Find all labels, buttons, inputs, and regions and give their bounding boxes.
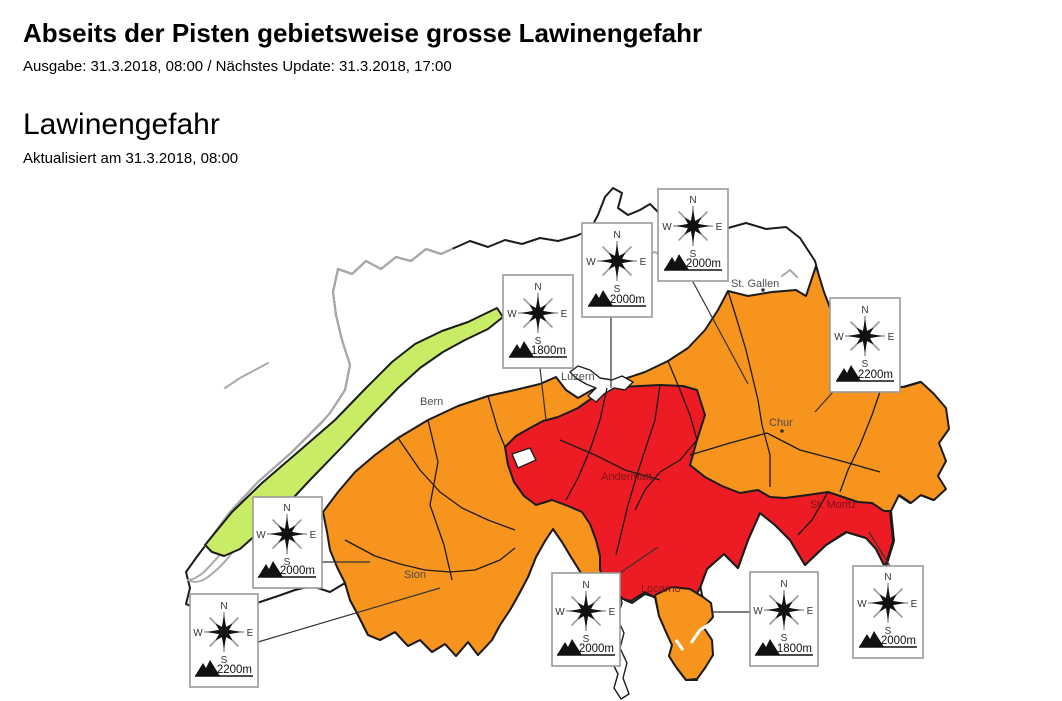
city-dot-chur: [780, 429, 784, 433]
svg-text:W: W: [753, 606, 763, 617]
page-title: Abseits der Pisten gebietsweise grosse L…: [23, 18, 703, 48]
altitude-label: 1800m: [777, 643, 812, 655]
station-box-3: N S W E 2200m: [829, 297, 901, 393]
rhine-line: [781, 269, 798, 278]
svg-text:N: N: [861, 305, 868, 316]
danger-region-south-ticino-orange: [654, 586, 714, 681]
svg-text:W: W: [193, 628, 203, 639]
svg-text:W: W: [256, 530, 266, 541]
altitude-label: 2000m: [881, 635, 916, 647]
svg-text:E: E: [310, 530, 317, 541]
altitude-label: 2000m: [280, 565, 315, 577]
svg-text:N: N: [283, 503, 290, 514]
city-label-st-moritz: St. Moritz: [810, 499, 856, 511]
svg-text:S: S: [781, 633, 788, 644]
svg-text:E: E: [911, 599, 918, 610]
svg-text:N: N: [220, 601, 227, 612]
updated-line: Aktualisiert am 31.3.2018, 08:00: [23, 150, 239, 167]
altitude-label: 2000m: [610, 294, 645, 306]
svg-text:N: N: [534, 282, 541, 293]
danger-region-central-red: [504, 384, 894, 604]
svg-text:W: W: [586, 257, 596, 268]
station-box-4: N S W E 2000m: [252, 496, 323, 589]
lake-lucerne: [569, 365, 634, 403]
station-box-8: N S W E 2000m: [852, 565, 924, 659]
svg-text:W: W: [662, 222, 672, 233]
station-box-5: N S W E 2200m: [189, 593, 259, 688]
section-title: Lawinengefahr: [23, 108, 220, 141]
svg-text:S: S: [284, 557, 291, 568]
city-label-st-gallen: St. Gallen: [731, 278, 779, 290]
city-dot-st-gallen: [761, 288, 765, 292]
altitude-label: 2000m: [579, 643, 614, 655]
city-label-luzern: Luzern: [561, 371, 595, 383]
svg-text:S: S: [885, 626, 892, 637]
altitude-label: 2200m: [217, 664, 252, 676]
svg-text:S: S: [221, 655, 228, 666]
svg-text:E: E: [561, 309, 568, 320]
city-label-locarno: Locarno: [641, 583, 681, 595]
svg-text:N: N: [689, 195, 696, 206]
svg-text:N: N: [582, 580, 589, 591]
svg-text:S: S: [862, 359, 869, 370]
svg-text:E: E: [247, 628, 254, 639]
svg-text:N: N: [884, 572, 891, 583]
region-boundaries: [344, 290, 883, 581]
svg-text:E: E: [888, 332, 895, 343]
lake-lugano: [674, 620, 714, 651]
svg-text:E: E: [807, 606, 814, 617]
altitude-label: 2200m: [858, 369, 893, 381]
susten-white-sliver: [511, 447, 537, 469]
station-box-7: N S W E 1800m: [749, 571, 819, 667]
altitude-label: 1800m: [531, 345, 566, 357]
svg-text:E: E: [609, 607, 616, 618]
lake-neuchatel: [224, 362, 269, 389]
svg-text:W: W: [555, 607, 565, 618]
svg-text:S: S: [535, 336, 542, 347]
city-label-chur: Chur: [769, 417, 793, 429]
svg-text:W: W: [834, 332, 844, 343]
city-label-andermatt: Andermatt: [601, 471, 652, 483]
station-box-6: N S W E 2000m: [551, 572, 621, 667]
border-gray-segment: [204, 248, 453, 547]
city-label-bern: Bern: [420, 396, 443, 408]
svg-text:N: N: [613, 230, 620, 241]
svg-text:E: E: [716, 222, 723, 233]
city-label-sion: Sion: [404, 569, 426, 581]
station-box-0: N S W E 2000m: [581, 222, 653, 318]
svg-text:W: W: [857, 599, 867, 610]
station-box-1: N S W E 2000m: [657, 188, 729, 282]
svg-text:S: S: [583, 634, 590, 645]
station-box-2: N S W E 1800m: [502, 274, 574, 369]
station-connector-lines: [257, 279, 891, 643]
svg-text:N: N: [780, 579, 787, 590]
issue-line: Ausgabe: 31.3.2018, 08:00 / Nächstes Upd…: [23, 58, 452, 75]
svg-text:S: S: [690, 249, 697, 260]
altitude-label: 2000m: [686, 258, 721, 270]
svg-text:W: W: [507, 309, 517, 320]
svg-text:E: E: [640, 257, 647, 268]
svg-text:S: S: [614, 284, 621, 295]
